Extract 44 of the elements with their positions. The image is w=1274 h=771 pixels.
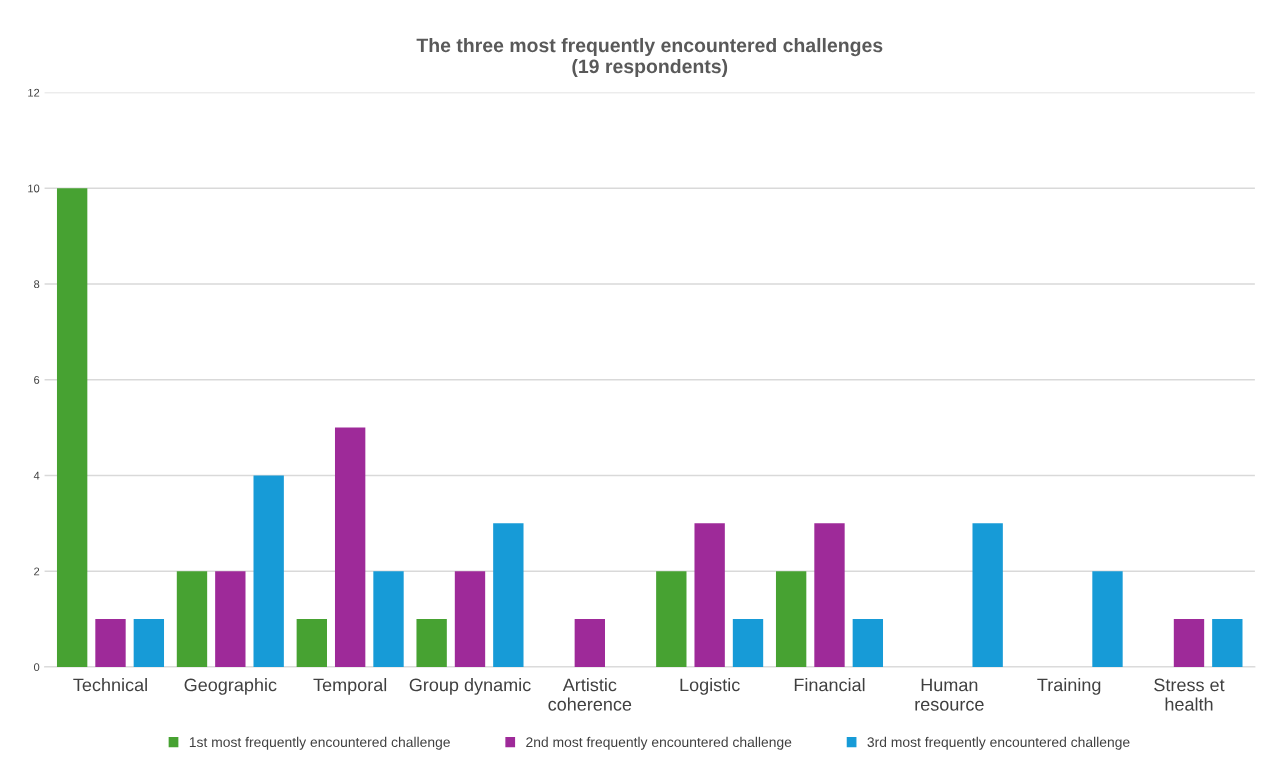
bar [1173,619,1205,667]
y-tick-label: 12 [28,88,40,97]
x-tick-label: Temporal [313,678,387,695]
bar [852,619,884,667]
bar [493,523,524,667]
y-tick-label: 6 [34,375,40,384]
x-tick-label: Training [1037,678,1101,695]
chart-title: The three most frequently encountered challenges (19 respondents) [416,37,883,78]
bar [814,523,845,667]
bar [574,619,605,667]
legend-label: 1st most frequently encountered challenge [189,736,450,750]
x-tick-label: Technical [73,678,147,692]
x-tick-label: Group dynamic [409,678,531,695]
x-tick-label: Geographic [184,678,277,695]
bar [56,188,88,667]
bar [454,571,486,667]
x-tick-label: Human resource [915,678,984,711]
bar [215,571,246,667]
bar [694,523,725,667]
bar [176,571,208,667]
x-tick-label: Artistic coherence [548,678,632,711]
x-tick-label: Logistic [680,678,740,695]
bar [1092,571,1123,667]
bar [775,571,807,667]
y-tick-label: 0 [33,663,40,672]
legend-label: 2nd most frequently encountered challenge [526,736,792,750]
bar [296,619,327,667]
x-tick-label: Stress et health [1154,678,1225,711]
bar [253,475,284,667]
x-tick-label: Financial [794,678,865,692]
bar [334,427,366,667]
bar [972,523,1003,667]
bar [416,619,447,667]
legend-label: 3rd most frequently encountered challenge [867,736,1130,750]
y-tick-label: 4 [33,471,40,480]
y-tick-label: 10 [28,184,40,193]
bar [95,619,126,667]
y-tick-label: 2 [34,567,40,576]
bar [133,619,165,667]
y-tick-label: 8 [34,280,40,289]
bar [656,571,687,667]
bar [1212,619,1243,667]
bar [732,619,764,667]
bar [373,571,404,667]
